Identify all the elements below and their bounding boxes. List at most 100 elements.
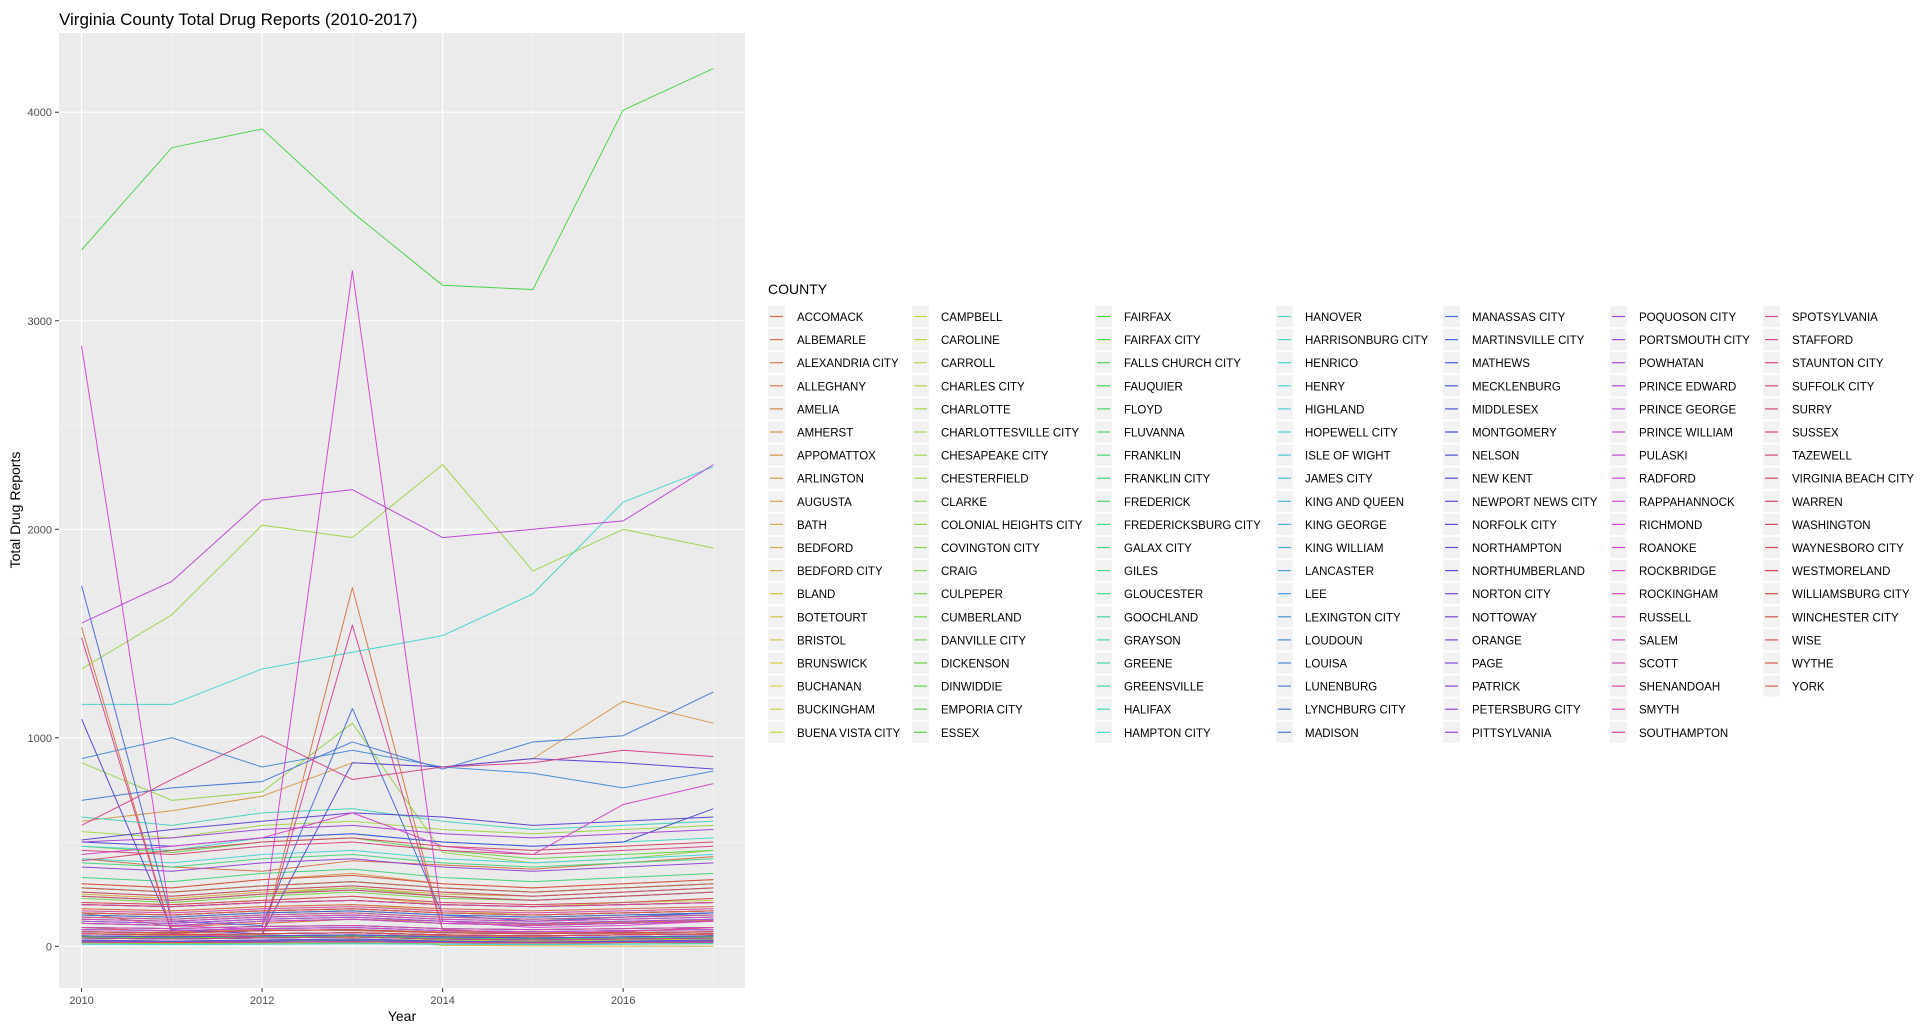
legend-item: PORTSMOUTH CITY: [1610, 329, 1750, 351]
legend-label: JAMES CITY: [1305, 474, 1373, 486]
legend-item: KING AND QUEEN: [1276, 490, 1404, 512]
legend-label: NOTTOWAY: [1472, 612, 1537, 624]
legend-label: APPOMATTOX: [797, 451, 876, 463]
legend-item: JAMES CITY: [1276, 467, 1373, 489]
legend-label: MONTGOMERY: [1472, 428, 1557, 440]
y-tick-label: 0: [46, 941, 52, 953]
series-line-warren: [81, 895, 714, 906]
legend-item: NEWPORT NEWS CITY: [1443, 490, 1598, 512]
legend-label: HARRISONBURG CITY: [1305, 335, 1429, 347]
legend-item: ROCKINGHAM: [1610, 583, 1718, 605]
legend-item: MANASSAS CITY: [1443, 306, 1566, 327]
legend-item: NEW KENT: [1443, 467, 1533, 489]
legend-label: RADFORD: [1639, 474, 1696, 486]
legend-label: STAUNTON CITY: [1792, 358, 1884, 370]
series-line-richmond: [81, 270, 714, 931]
legend-label: RUSSELL: [1639, 612, 1692, 624]
legend-label: LUNENBURG: [1305, 682, 1377, 694]
series-line-norfolk-city: [81, 812, 714, 841]
legend-item: LANCASTER: [1276, 560, 1374, 582]
legend-label: FAIRFAX: [1124, 312, 1172, 324]
series-line-tazewell: [81, 889, 714, 901]
legend-item: AMELIA: [768, 398, 840, 420]
legend-label: SMYTH: [1639, 705, 1679, 717]
legend-label: WASHINGTON: [1792, 520, 1871, 532]
legend-item: SMYTH: [1610, 698, 1679, 720]
legend-item: ARLINGTON: [768, 467, 864, 489]
legend-item: ORANGE: [1443, 629, 1522, 651]
legend-item: HALIFAX: [1095, 698, 1172, 720]
series-line-smyth: [81, 912, 714, 920]
legend-label: RAPPAHANNOCK: [1639, 497, 1735, 509]
legend-label: PITTSYLVANIA: [1472, 728, 1552, 740]
legend-label: CHARLOTTESVILLE CITY: [941, 428, 1079, 440]
legend-item: WASHINGTON: [1763, 513, 1871, 535]
legend-label: WISE: [1792, 635, 1822, 647]
series-lines: [81, 67, 714, 947]
legend-item: YORK: [1763, 675, 1825, 697]
y-tick-label: 4000: [28, 107, 52, 119]
legend-label: LOUDOUN: [1305, 635, 1363, 647]
series-line-highland: [81, 943, 714, 946]
series-line-wise: [81, 881, 714, 893]
legend-label: PRINCE EDWARD: [1639, 381, 1736, 393]
series-line-petersburg-city: [81, 858, 714, 872]
legend-item: VIRGINIA BEACH CITY: [1763, 467, 1914, 489]
series-line-stafford: [81, 735, 714, 826]
legend-item: SOUTHAMPTON: [1610, 721, 1728, 743]
legend-label: CRAIG: [941, 566, 977, 578]
series-line-salem: [81, 914, 714, 922]
legend-label: KING WILLIAM: [1305, 543, 1384, 555]
legend-item: CAMPBELL: [912, 306, 1003, 327]
legend-label: PRINCE GEORGE: [1639, 404, 1736, 416]
legend-label: WAYNESBORO CITY: [1792, 543, 1904, 555]
legend-label: BLAND: [797, 589, 835, 601]
legend-label: PAGE: [1472, 659, 1503, 671]
legend-label: KING AND QUEEN: [1305, 497, 1404, 509]
legend-label: MECKLENBURG: [1472, 381, 1561, 393]
legend-label: SUSSEX: [1792, 428, 1839, 440]
legend-item: BEDFORD: [768, 537, 853, 558]
legend-item: FAUQUIER: [1095, 375, 1183, 397]
legend-label: PRINCE WILLIAM: [1639, 428, 1733, 440]
legend-label: HOPEWELL CITY: [1305, 428, 1398, 440]
legend-item: CHESAPEAKE CITY: [912, 444, 1049, 466]
y-axis-title: Total Drug Reports: [7, 452, 23, 569]
legend-label: ROCKINGHAM: [1639, 589, 1718, 601]
legend-label: BRUNSWICK: [797, 659, 868, 671]
legend-item: GREENE: [1095, 652, 1173, 674]
legend-item: GILES: [1095, 560, 1158, 582]
series-line-staunton-city: [81, 899, 714, 908]
legend-label: ISLE OF WIGHT: [1305, 451, 1391, 463]
legend-label: GLOUCESTER: [1124, 589, 1203, 601]
legend: ACCOMACK ALBEMARLE ALEXANDRIA CITY ALLEGHAN…: [768, 306, 1914, 743]
legend-label: FRANKLIN CITY: [1124, 474, 1211, 486]
legend-item: GLOUCESTER: [1095, 583, 1203, 605]
legend-label: CHESAPEAKE CITY: [941, 451, 1049, 463]
legend-item: CHARLES CITY: [912, 375, 1025, 397]
legend-label: SPOTSYLVANIA: [1792, 312, 1878, 324]
legend-label: ARLINGTON: [797, 474, 864, 486]
series-line-northumberland: [81, 938, 714, 943]
legend-label: BUENA VISTA CITY: [797, 728, 901, 740]
legend-label: STAFFORD: [1792, 335, 1853, 347]
legend-item: RADFORD: [1610, 467, 1696, 489]
y-tick-label: 1000: [28, 733, 52, 745]
legend-label: GILES: [1124, 566, 1158, 578]
legend-label: CUMBERLAND: [941, 612, 1022, 624]
legend-label: FAUQUIER: [1124, 381, 1183, 393]
legend-item: AMHERST: [768, 421, 853, 443]
grid-major: [59, 33, 745, 988]
legend-item: GALAX CITY: [1095, 537, 1192, 558]
legend-item: GOOCHLAND: [1095, 606, 1198, 628]
legend-item: HOPEWELL CITY: [1276, 421, 1398, 443]
series-line-henrico: [81, 466, 714, 705]
legend-label: NORTHAMPTON: [1472, 543, 1562, 555]
legend-item: SALEM: [1610, 629, 1678, 651]
legend-item: LYNCHBURG CITY: [1276, 698, 1406, 720]
legend-item: POQUOSON CITY: [1610, 306, 1736, 327]
legend-item: CHARLOTTESVILLE CITY: [912, 421, 1079, 443]
series-line-roanoke: [81, 783, 714, 856]
legend-item: FALLS CHURCH CITY: [1095, 352, 1241, 374]
